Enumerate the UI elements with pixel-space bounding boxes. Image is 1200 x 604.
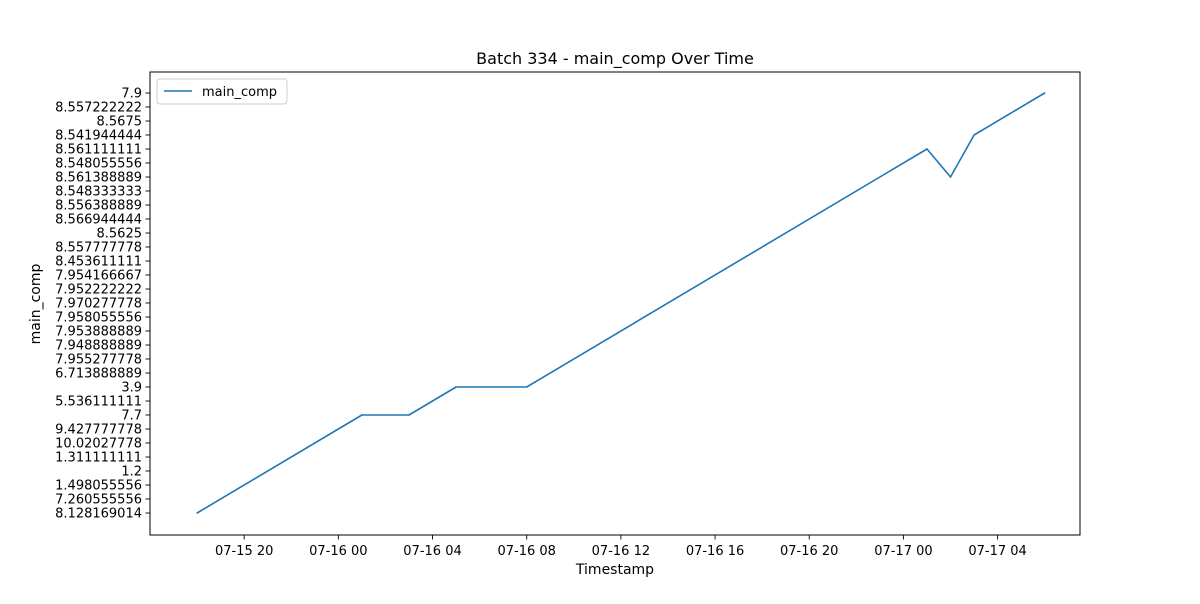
y-tick-label: 8.561111111 <box>55 143 142 158</box>
y-axis-ticks: 8.1281690147.2605555561.4980555561.21.31… <box>55 87 150 522</box>
data-point <box>525 386 528 388</box>
x-tick-label: 07-16 04 <box>403 544 461 559</box>
x-tick-label: 07-16 16 <box>686 544 744 559</box>
y-tick-label: 6.713888889 <box>55 367 142 382</box>
x-tick-label: 07-16 08 <box>497 544 555 559</box>
x-tick-label: 07-16 20 <box>780 544 838 559</box>
y-tick-label: 8.548055556 <box>55 157 142 172</box>
y-tick-label: 1.498055556 <box>55 479 142 494</box>
y-tick-label: 1.311111111 <box>55 451 142 466</box>
y-tick-label: 5.536111111 <box>55 395 142 410</box>
y-tick-label: 8.548333333 <box>55 185 142 200</box>
data-point <box>408 414 410 416</box>
y-tick-label: 7.954166667 <box>55 269 142 284</box>
plot-area-frame <box>149 71 1081 536</box>
y-tick-label: 8.566944444 <box>55 213 142 228</box>
y-tick-label: 7.970277778 <box>55 297 142 312</box>
data-point <box>455 386 457 388</box>
y-tick-label: 8.453611111 <box>55 255 142 270</box>
y-tick-label: 8.557222222 <box>55 101 142 116</box>
y-tick-label: 3.9 <box>121 381 142 396</box>
y-tick-label: 8.557777778 <box>55 241 142 256</box>
x-tick-label: 07-17 00 <box>874 544 932 559</box>
x-tick-label: 07-16 12 <box>592 544 650 559</box>
data-point <box>1043 92 1046 94</box>
y-tick-label: 7.7 <box>121 409 142 424</box>
data-point <box>196 512 198 514</box>
y-tick-label: 10.02027778 <box>55 437 142 452</box>
y-tick-label: 8.5675 <box>97 115 143 130</box>
data-point <box>361 414 363 416</box>
x-axis-label: Timestamp <box>575 562 654 578</box>
y-tick-label: 1.2 <box>121 465 142 480</box>
y-tick-label: 9.427777778 <box>55 423 142 438</box>
y-axis-label: main_comp <box>28 264 44 345</box>
plot-layer <box>196 92 1046 514</box>
y-tick-label: 7.952222222 <box>55 283 142 298</box>
x-tick-label: 07-15 20 <box>215 544 273 559</box>
y-tick-label: 7.955277778 <box>55 353 142 368</box>
y-tick-label: 8.128169014 <box>55 507 142 522</box>
data-point <box>926 148 928 150</box>
y-tick-label: 7.953888889 <box>55 325 142 340</box>
chart-title: Batch 334 - main_comp Over Time <box>476 49 754 69</box>
y-tick-label: 7.260555556 <box>55 493 142 508</box>
x-tick-label: 07-17 04 <box>968 544 1026 559</box>
y-tick-label: 8.556388889 <box>55 199 142 214</box>
x-axis-ticks: 07-15 20 07-16 00 07-16 04 07-16 08 07-16 12… <box>215 535 1027 559</box>
y-tick-label: 7.948888889 <box>55 339 142 354</box>
legend-box <box>156 78 288 105</box>
y-tick-label: 7.958055556 <box>55 311 142 326</box>
y-tick-label: 8.5625 <box>97 227 143 242</box>
legend-label: main_comp <box>202 85 277 100</box>
y-tick-label: 8.561388889 <box>55 171 142 186</box>
legend: main_comp <box>156 78 288 105</box>
y-tick-label: 8.541944444 <box>55 129 142 144</box>
data-point <box>949 176 952 178</box>
data-point <box>973 134 975 136</box>
x-tick-label: 07-16 00 <box>309 544 367 559</box>
y-tick-label: 7.9 <box>121 87 142 102</box>
series-line-main_comp <box>196 92 1046 514</box>
